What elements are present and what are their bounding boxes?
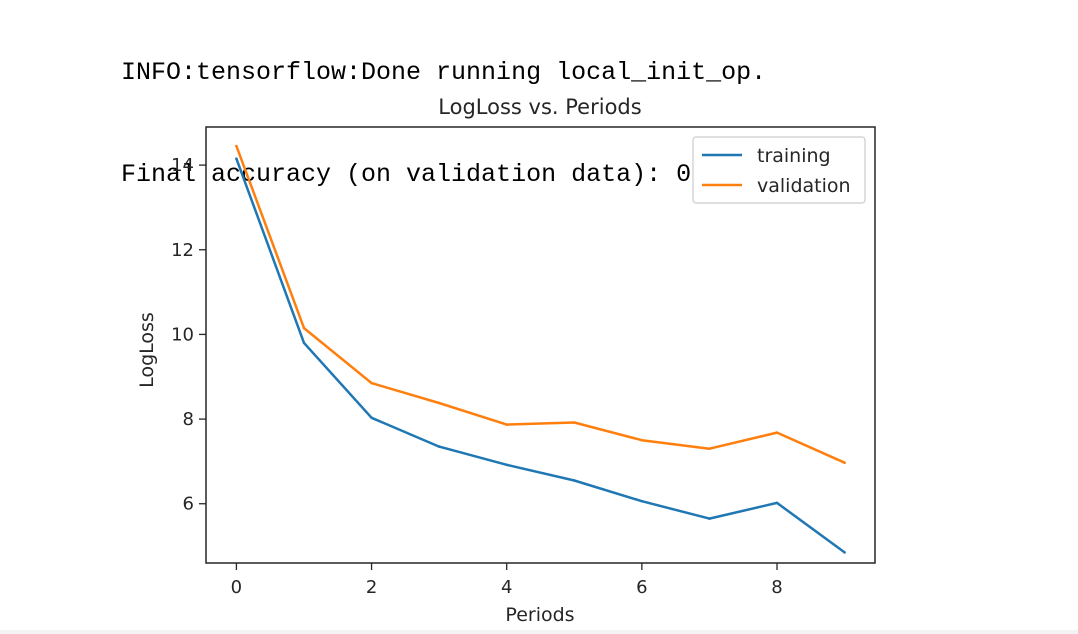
y-tick-label: 8 (183, 409, 194, 430)
x-axis-label: Periods (505, 604, 574, 626)
chart-title: LogLoss vs. Periods (438, 95, 641, 119)
y-tick-label: 14 (171, 155, 194, 176)
legend-frame (692, 136, 866, 204)
data-point-validation (437, 401, 441, 405)
data-point-validation (843, 461, 846, 465)
data-point-training (370, 416, 373, 420)
data-point-training (235, 157, 238, 160)
x-tick-label: 4 (501, 577, 512, 598)
data-point-validation (370, 381, 373, 385)
series-lines (235, 144, 846, 554)
output-line: Final accuracy (on validation data): 0.8… (121, 160, 737, 189)
data-point-validation (640, 438, 644, 442)
y-tick-label: 12 (171, 240, 194, 261)
data-point-training (302, 341, 306, 345)
data-point-training (505, 463, 509, 467)
x-tick-label: 0 (231, 577, 242, 598)
data-point-training (437, 445, 441, 448)
data-point-training (775, 501, 779, 505)
y-axis-label: LogLoss (136, 312, 158, 388)
legend-label-validation: validation (757, 175, 851, 197)
data-point-validation (235, 144, 238, 148)
plot-frame (205, 126, 876, 564)
output-line: INFO:tensorflow:Done running local_init_… (121, 58, 767, 87)
data-point-validation (302, 326, 306, 330)
plot-area (205, 126, 876, 564)
data-point-validation (573, 421, 576, 424)
x-axis: 0 2 4 6 8 (231, 563, 783, 598)
legend-label-training: training (757, 145, 831, 167)
data-point-training (843, 551, 846, 554)
bottom-divider (0, 630, 1078, 634)
series-line-training (235, 158, 846, 554)
data-point-validation (708, 447, 711, 451)
data-point-validation (505, 423, 509, 426)
data-point-validation (775, 431, 779, 434)
y-axis: 6 8 10 12 14 (171, 155, 206, 515)
x-tick-label: 2 (366, 577, 377, 598)
x-tick-label: 6 (636, 577, 647, 598)
y-tick-label: 10 (171, 324, 194, 345)
x-tick-label: 8 (771, 577, 782, 598)
data-point-training (573, 479, 576, 482)
cell-output: INFO:tensorflow:Done running local_init_… (121, 0, 766, 226)
data-point-training (640, 499, 644, 503)
y-tick-label: 6 (183, 494, 194, 515)
data-point-training (708, 517, 711, 520)
series-line-validation (235, 145, 846, 464)
legend: training validation (692, 136, 866, 204)
